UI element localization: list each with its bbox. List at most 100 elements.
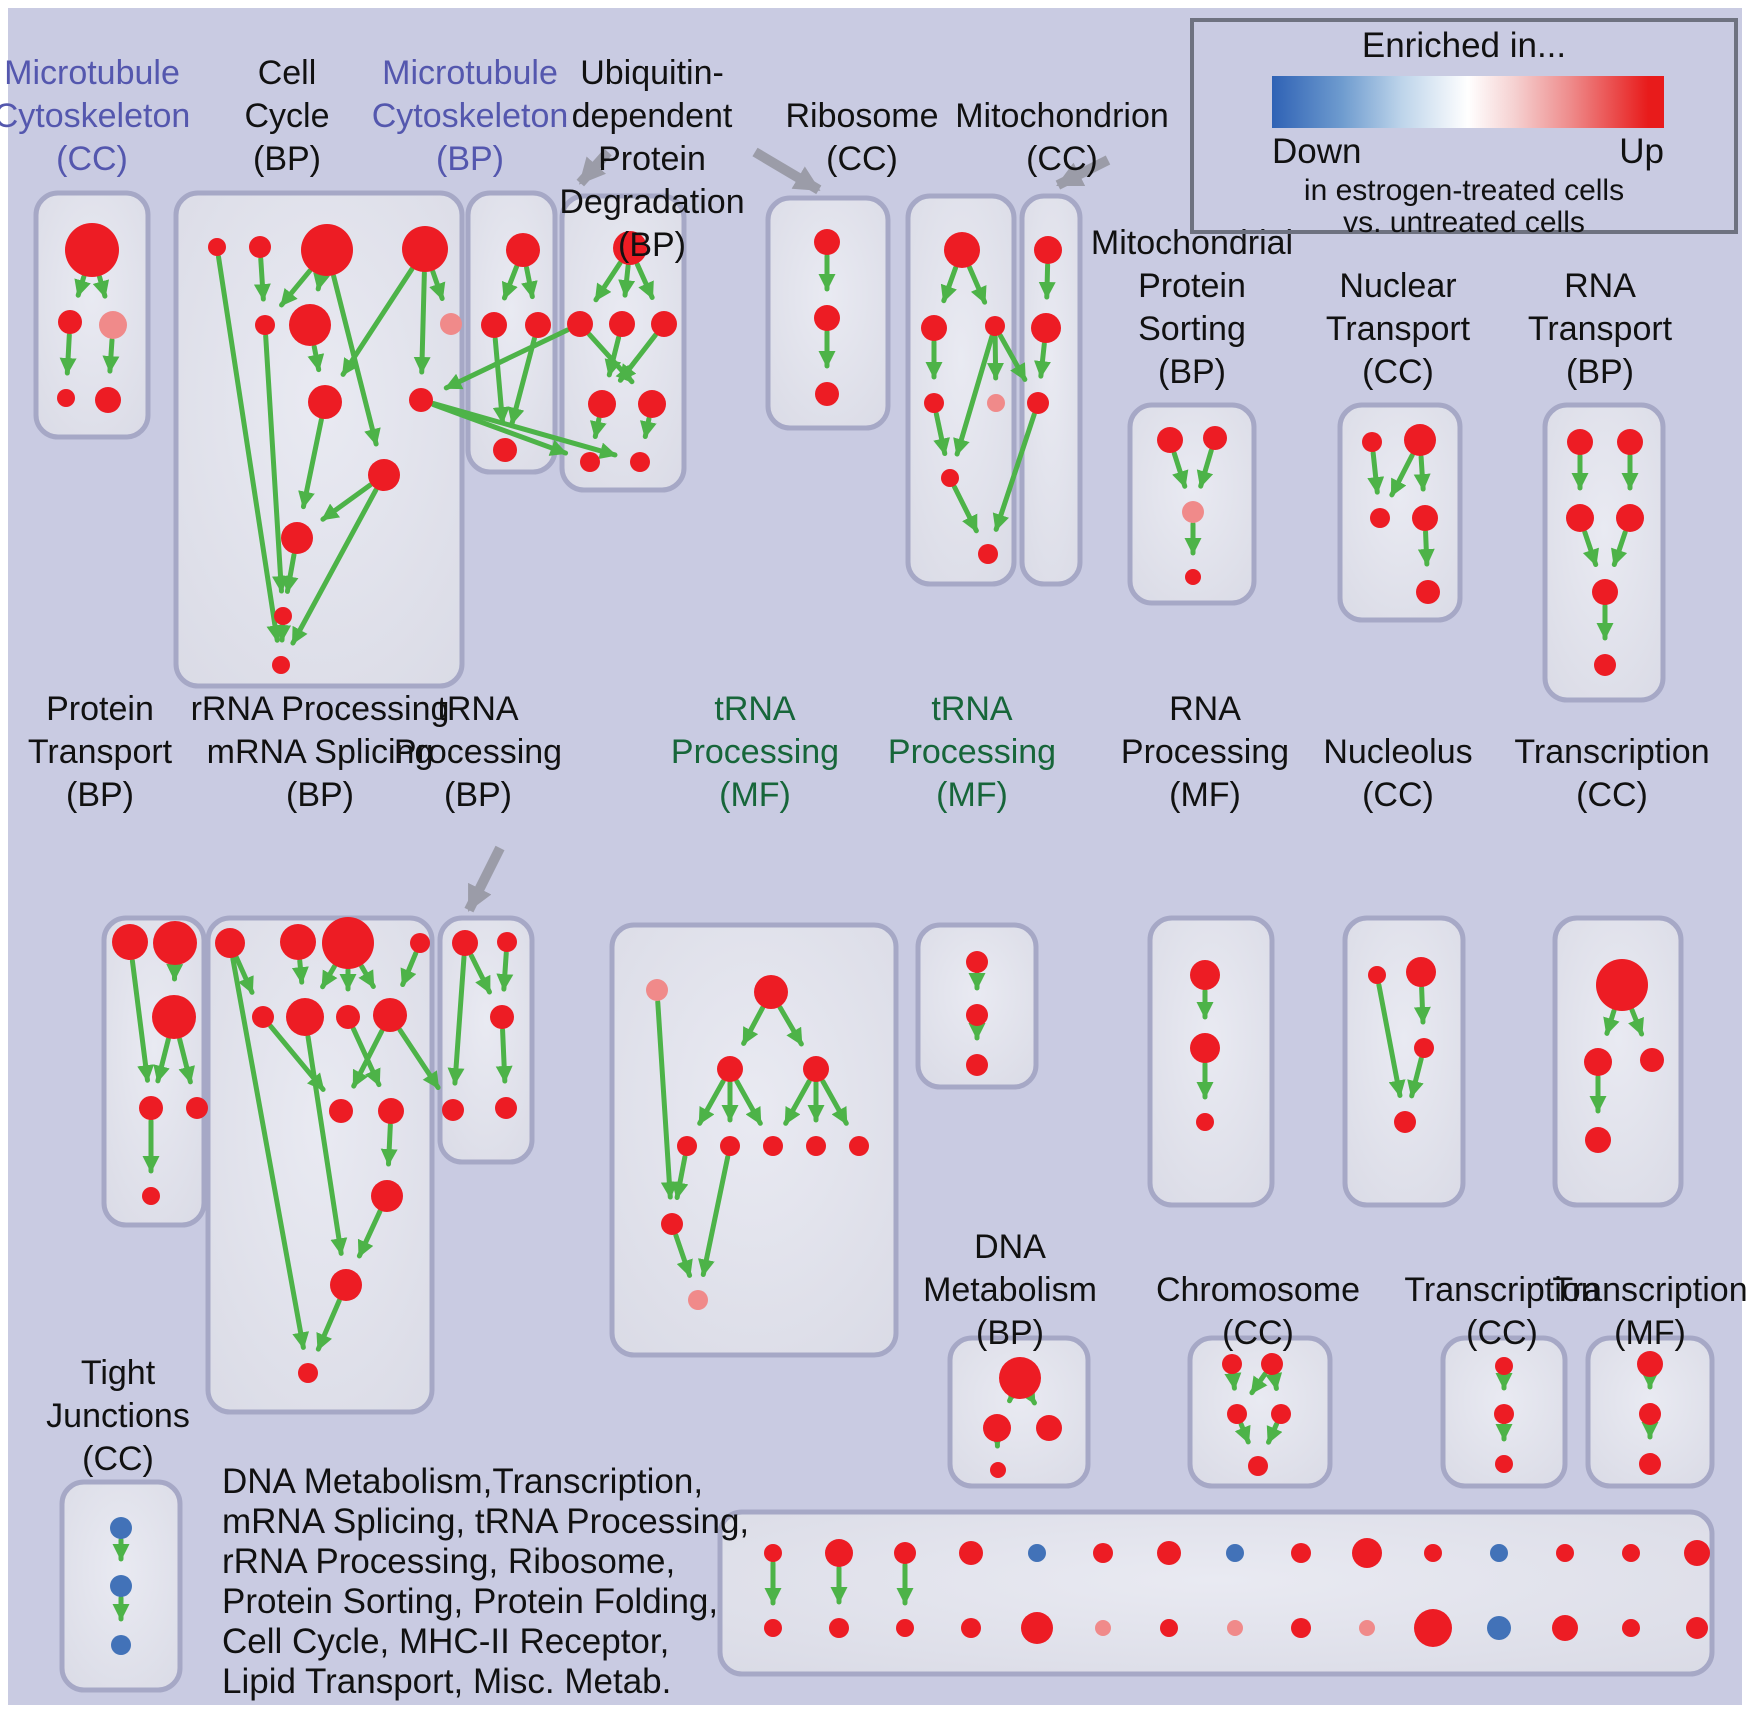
gene-node-misc-cluster-11[interactable] — [1490, 1544, 1508, 1562]
gene-node-ubiq-b-2[interactable] — [815, 382, 839, 406]
gene-node-cell-cycle-8[interactable] — [409, 388, 433, 412]
gene-node-misc-cluster-8[interactable] — [1291, 1543, 1311, 1563]
gene-node-cell-cycle-9[interactable] — [368, 459, 400, 491]
gene-node-chromosome-3[interactable] — [1271, 1404, 1291, 1424]
gene-node-trna-mf-1-0[interactable] — [646, 979, 668, 1001]
gene-node-rrna-5[interactable] — [286, 998, 324, 1036]
gene-node-dna-met-1[interactable] — [983, 1414, 1011, 1442]
gene-node-prot-trans-2[interactable] — [152, 995, 196, 1039]
gene-node-cell-cycle-12[interactable] — [272, 656, 290, 674]
gene-node-ubiq-a-6[interactable] — [580, 452, 600, 472]
gene-node-transc-cc-mid-2[interactable] — [1640, 1048, 1664, 1072]
gene-node-transc-cc-mid-0[interactable] — [1596, 959, 1648, 1011]
gene-node-nucleolus-1[interactable] — [1406, 957, 1436, 987]
gene-node-rna-trans-3[interactable] — [1616, 504, 1644, 532]
gene-node-rrna-8[interactable] — [329, 1099, 353, 1123]
gene-node-nuc-trans-2[interactable] — [1370, 508, 1390, 528]
gene-node-dna-met-3[interactable] — [990, 1462, 1006, 1478]
gene-node-trna-mf-2-1[interactable] — [966, 1004, 988, 1026]
gene-node-mt-bp-0[interactable] — [506, 233, 540, 267]
gene-node-misc-cluster-7[interactable] — [1226, 1544, 1244, 1562]
gene-node-mt-cc-2[interactable] — [99, 311, 127, 339]
gene-node-rna-trans-1[interactable] — [1617, 429, 1643, 455]
gene-node-rrna-1[interactable] — [280, 924, 316, 960]
gene-node-transc-mf-0[interactable] — [1637, 1351, 1663, 1377]
gene-node-trna-bp-1[interactable] — [497, 932, 517, 952]
gene-node-trna-mf-1-5[interactable] — [720, 1136, 740, 1156]
gene-node-rna-trans-2[interactable] — [1566, 504, 1594, 532]
gene-node-ribosome-5[interactable] — [941, 469, 959, 487]
gene-node-mt-cc-4[interactable] — [95, 387, 121, 413]
gene-node-transc-cc-mid-3[interactable] — [1585, 1127, 1611, 1153]
gene-node-chromosome-0[interactable] — [1222, 1354, 1242, 1374]
gene-node-misc-cluster-14[interactable] — [1684, 1540, 1710, 1566]
gene-node-misc-cluster-29[interactable] — [1686, 1617, 1708, 1639]
gene-node-misc-cluster-6[interactable] — [1157, 1541, 1181, 1565]
gene-node-trna-mf-1-2[interactable] — [717, 1056, 743, 1082]
gene-node-rna-mf-1[interactable] — [1190, 1033, 1220, 1063]
gene-node-misc-cluster-4[interactable] — [1028, 1544, 1046, 1562]
gene-node-misc-cluster-28[interactable] — [1622, 1619, 1640, 1637]
gene-node-misc-cluster-2[interactable] — [894, 1542, 916, 1564]
gene-node-trna-mf-1-8[interactable] — [849, 1136, 869, 1156]
gene-node-misc-cluster-16[interactable] — [829, 1618, 849, 1638]
gene-node-misc-cluster-18[interactable] — [961, 1618, 981, 1638]
gene-node-transc-cc-b-2[interactable] — [1495, 1455, 1513, 1473]
gene-node-misc-cluster-17[interactable] — [896, 1619, 914, 1637]
gene-node-rna-mf-2[interactable] — [1196, 1113, 1214, 1131]
gene-node-chromosome-2[interactable] — [1227, 1404, 1247, 1424]
gene-node-misc-cluster-19[interactable] — [1021, 1612, 1053, 1644]
gene-node-ubiq-b-0[interactable] — [814, 229, 840, 255]
gene-node-trna-mf-1-9[interactable] — [661, 1213, 683, 1235]
gene-node-transc-cc-b-0[interactable] — [1495, 1357, 1513, 1375]
gene-node-trna-bp-2[interactable] — [490, 1005, 514, 1029]
gene-node-mt-bp-2[interactable] — [525, 312, 551, 338]
gene-node-ubiq-a-3[interactable] — [651, 311, 677, 337]
gene-node-transc-cc-b-1[interactable] — [1494, 1404, 1514, 1424]
gene-node-ubiq-b-1[interactable] — [814, 305, 840, 331]
gene-node-ribosome-6[interactable] — [978, 544, 998, 564]
gene-node-rrna-11[interactable] — [330, 1269, 362, 1301]
gene-node-rrna-10[interactable] — [371, 1180, 403, 1212]
gene-node-misc-cluster-24[interactable] — [1359, 1620, 1375, 1636]
gene-node-rrna-12[interactable] — [298, 1363, 318, 1383]
gene-node-mito-sort-2[interactable] — [1182, 501, 1204, 523]
gene-node-cell-cycle-6[interactable] — [440, 313, 462, 335]
gene-node-trna-mf-1-4[interactable] — [677, 1136, 697, 1156]
gene-node-misc-cluster-10[interactable] — [1424, 1544, 1442, 1562]
gene-node-nucleolus-0[interactable] — [1368, 966, 1386, 984]
gene-node-nuc-trans-3[interactable] — [1412, 505, 1438, 531]
gene-node-ribosome-1[interactable] — [921, 315, 947, 341]
gene-node-transc-cc-mid-1[interactable] — [1584, 1048, 1612, 1076]
gene-node-ubiq-a-0[interactable] — [613, 231, 647, 265]
gene-node-misc-cluster-23[interactable] — [1291, 1618, 1311, 1638]
gene-node-chromosome-4[interactable] — [1248, 1456, 1268, 1476]
gene-node-ubiq-a-7[interactable] — [630, 452, 650, 472]
gene-node-rna-trans-5[interactable] — [1594, 654, 1616, 676]
gene-node-ubiq-a-5[interactable] — [638, 390, 666, 418]
gene-node-ribosome-4[interactable] — [987, 394, 1005, 412]
gene-node-trna-mf-1-7[interactable] — [806, 1136, 826, 1156]
gene-node-misc-cluster-25[interactable] — [1414, 1609, 1452, 1647]
gene-node-mito-0[interactable] — [1034, 236, 1062, 264]
gene-node-ribosome-2[interactable] — [985, 316, 1005, 336]
gene-node-trna-bp-3[interactable] — [442, 1099, 464, 1121]
gene-node-rna-trans-4[interactable] — [1592, 579, 1618, 605]
gene-node-cell-cycle-11[interactable] — [274, 607, 292, 625]
gene-node-misc-cluster-3[interactable] — [959, 1541, 983, 1565]
gene-node-dna-met-0[interactable] — [999, 1357, 1041, 1399]
gene-node-mt-cc-3[interactable] — [57, 389, 75, 407]
gene-node-ribosome-0[interactable] — [944, 232, 980, 268]
gene-node-mito-sort-1[interactable] — [1203, 426, 1227, 450]
gene-node-prot-trans-4[interactable] — [186, 1097, 208, 1119]
gene-node-rrna-0[interactable] — [215, 928, 245, 958]
gene-node-ubiq-a-1[interactable] — [567, 311, 593, 337]
gene-node-misc-cluster-21[interactable] — [1160, 1619, 1178, 1637]
gene-node-mt-cc-1[interactable] — [58, 310, 82, 334]
gene-node-nuc-trans-4[interactable] — [1416, 580, 1440, 604]
gene-node-rrna-4[interactable] — [252, 1006, 274, 1028]
gene-node-nucleolus-2[interactable] — [1414, 1038, 1434, 1058]
gene-node-trna-bp-0[interactable] — [452, 930, 478, 956]
gene-node-misc-cluster-26[interactable] — [1487, 1616, 1511, 1640]
gene-node-misc-cluster-13[interactable] — [1622, 1544, 1640, 1562]
